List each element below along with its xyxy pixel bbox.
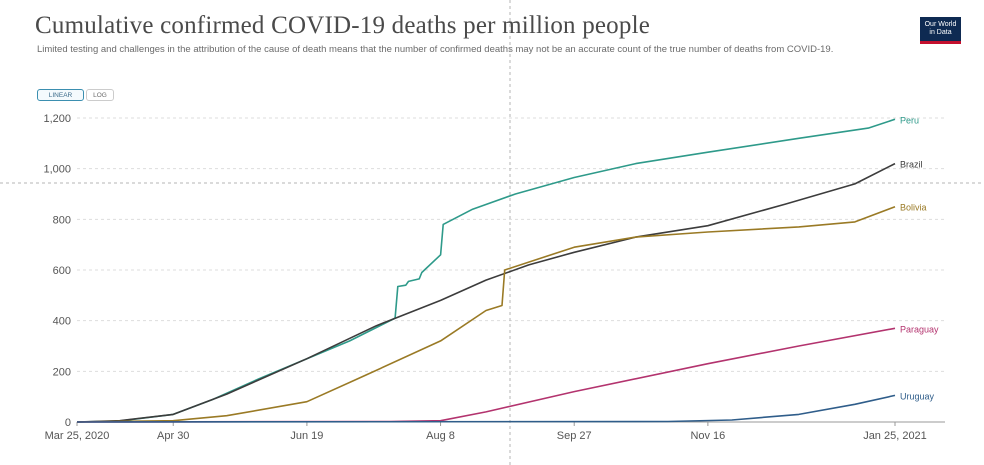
series-line-brazil bbox=[76, 162, 896, 423]
owid-logo[interactable]: Our World in Data bbox=[920, 17, 961, 44]
series-line-paraguay bbox=[76, 327, 896, 423]
x-tick-label: Jan 25, 2021 bbox=[863, 430, 927, 442]
series-line-peru bbox=[76, 118, 896, 423]
x-tick-label: Nov 16 bbox=[690, 430, 725, 442]
series-lines bbox=[76, 118, 896, 423]
x-tick-label: Apr 30 bbox=[157, 430, 189, 442]
series-label-brazil: Brazil bbox=[900, 160, 923, 170]
series-labels: Peru Brazil Bolivia Paraguay Uruguay bbox=[900, 115, 939, 401]
y-tick-label: 1,000 bbox=[43, 164, 71, 176]
logo-line-1: Our World bbox=[924, 21, 957, 28]
y-tick-label: 0 bbox=[65, 417, 71, 429]
series-label-bolivia: Bolivia bbox=[900, 203, 927, 213]
y-tick-label: 200 bbox=[53, 366, 71, 378]
series-label-peru: Peru bbox=[900, 115, 919, 125]
x-tick-label: Aug 8 bbox=[426, 430, 455, 442]
chart-title: Cumulative confirmed COVID-19 deaths per… bbox=[35, 12, 651, 39]
y-tick-label: 600 bbox=[53, 265, 71, 277]
y-tick-label: 1,200 bbox=[43, 113, 71, 125]
series-label-uruguay: Uruguay bbox=[900, 391, 935, 401]
linear-scale-button[interactable]: LINEAR bbox=[37, 89, 84, 101]
y-tick-label: 800 bbox=[53, 214, 71, 226]
x-tick-label: Sep 27 bbox=[557, 430, 592, 442]
y-tick-label: 400 bbox=[53, 316, 71, 328]
log-scale-button[interactable]: LOG bbox=[86, 89, 114, 101]
logo-line-2: in Data bbox=[929, 29, 952, 36]
x-tick-label: Mar 25, 2020 bbox=[45, 430, 110, 442]
series-label-paraguay: Paraguay bbox=[900, 324, 939, 334]
series-line-uruguay bbox=[76, 394, 896, 423]
series-line-bolivia bbox=[76, 205, 896, 423]
axes: 0 200 400 600 800 1,000 1,200 Mar 25, 2020 Apr 3… bbox=[43, 113, 926, 442]
chart-subtitle: Limited testing and challenges in the at… bbox=[37, 44, 834, 55]
x-tick-label: Jun 19 bbox=[290, 430, 323, 442]
